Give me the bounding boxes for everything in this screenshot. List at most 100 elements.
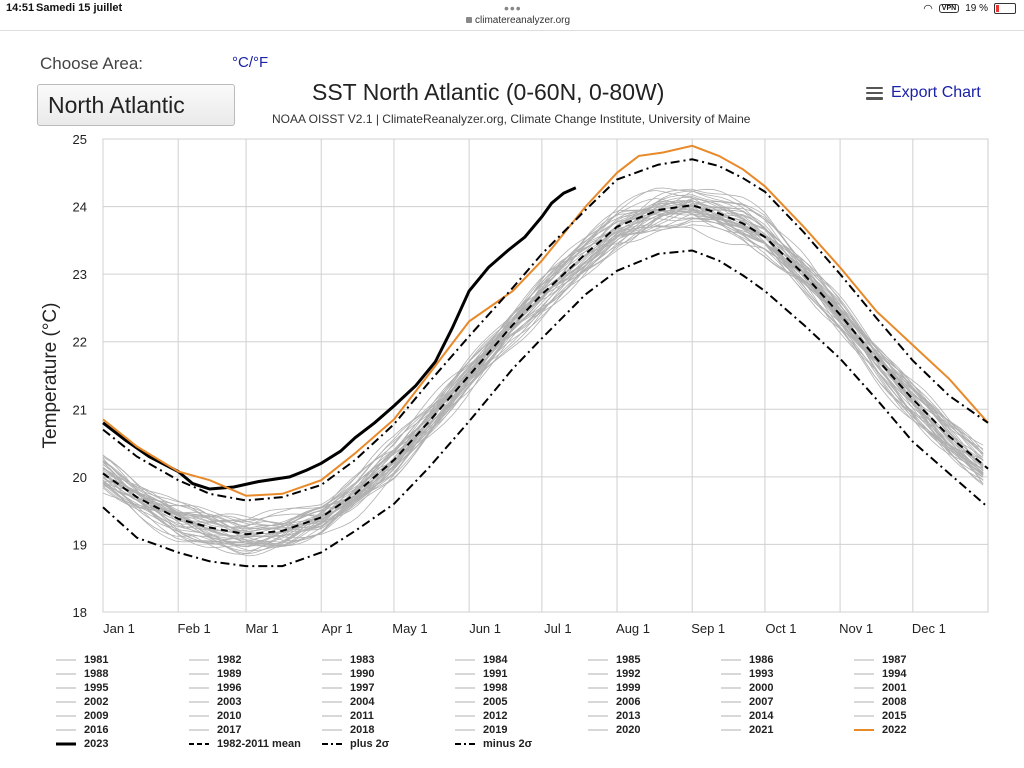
x-tick-label: Nov 1 bbox=[839, 621, 873, 636]
year-line-2010 bbox=[102, 196, 984, 526]
legend-swatch bbox=[588, 701, 608, 703]
x-tick-label: Feb 1 bbox=[178, 621, 211, 636]
legend-item[interactable]: 2003 bbox=[189, 696, 241, 708]
year-line-2016 bbox=[102, 190, 984, 523]
legend-swatch bbox=[455, 743, 475, 745]
legend-item[interactable]: 2020 bbox=[588, 724, 640, 736]
legend-item[interactable]: 2005 bbox=[455, 696, 507, 708]
year-line-2005 bbox=[102, 205, 984, 527]
legend-label: 2001 bbox=[882, 682, 907, 694]
tab-overview-icon[interactable]: ••• bbox=[504, 0, 522, 16]
legend-item[interactable]: 2010 bbox=[189, 710, 241, 722]
legend-item[interactable]: 2017 bbox=[189, 724, 241, 736]
legend-item[interactable]: 1991 bbox=[455, 668, 507, 680]
status-icons: ◠ VPN 19 % bbox=[923, 2, 1016, 15]
legend-swatch bbox=[56, 742, 76, 746]
legend-item[interactable]: 2016 bbox=[56, 724, 108, 736]
legend-label: minus 2σ bbox=[483, 738, 533, 750]
legend-item[interactable]: 2018 bbox=[322, 724, 374, 736]
legend-item[interactable]: 2019 bbox=[455, 724, 507, 736]
legend-swatch bbox=[854, 673, 874, 675]
legend-swatch bbox=[588, 715, 608, 717]
x-tick-label: Mar 1 bbox=[245, 621, 278, 636]
y-tick-label: 25 bbox=[73, 132, 87, 147]
legend-label: 1981 bbox=[84, 654, 109, 666]
legend-item[interactable]: 1981 bbox=[56, 654, 108, 666]
legend-label: 2008 bbox=[882, 696, 907, 708]
legend-item[interactable]: 2001 bbox=[854, 682, 906, 694]
legend-item[interactable]: 2008 bbox=[854, 696, 906, 708]
legend-swatch bbox=[854, 729, 874, 731]
legend-swatch bbox=[322, 715, 342, 717]
legend-item[interactable]: 2007 bbox=[721, 696, 773, 708]
legend-swatch bbox=[56, 701, 76, 703]
area-select[interactable]: North Atlantic bbox=[37, 84, 235, 126]
legend-item[interactable]: 2004 bbox=[322, 696, 374, 708]
legend-swatch bbox=[588, 673, 608, 675]
legend-item[interactable]: 1982-2011 mean bbox=[189, 738, 301, 750]
legend-swatch bbox=[721, 687, 741, 689]
legend-item[interactable]: 2022 bbox=[854, 724, 906, 736]
legend-swatch bbox=[56, 687, 76, 689]
legend-item[interactable]: 1993 bbox=[721, 668, 773, 680]
legend-label: 1982-2011 mean bbox=[217, 738, 301, 750]
legend-item[interactable]: 1987 bbox=[854, 654, 906, 666]
legend-item[interactable]: 2023 bbox=[56, 738, 108, 750]
y-tick-label: 21 bbox=[73, 402, 87, 417]
legend-label: 2014 bbox=[749, 710, 774, 722]
y-tick-label: 20 bbox=[73, 470, 87, 485]
legend-label: 2004 bbox=[350, 696, 375, 708]
legend-label: 1990 bbox=[350, 668, 375, 680]
legend-item[interactable]: 2015 bbox=[854, 710, 906, 722]
legend-item[interactable]: 1984 bbox=[455, 654, 507, 666]
legend-item[interactable]: minus 2σ bbox=[455, 738, 532, 750]
legend-label: 2012 bbox=[483, 710, 508, 722]
legend-item[interactable]: 1997 bbox=[322, 682, 374, 694]
legend-label: 2023 bbox=[84, 738, 109, 750]
legend-item[interactable]: 1995 bbox=[56, 682, 108, 694]
legend-item[interactable]: plus 2σ bbox=[322, 738, 389, 750]
x-tick-label: Dec 1 bbox=[912, 621, 946, 636]
legend-item[interactable]: 1992 bbox=[588, 668, 640, 680]
legend-item[interactable]: 2021 bbox=[721, 724, 773, 736]
legend-label: 2019 bbox=[483, 724, 508, 736]
legend-swatch bbox=[189, 743, 209, 745]
export-chart-button[interactable]: Export Chart bbox=[866, 84, 981, 102]
legend-item[interactable]: 1988 bbox=[56, 668, 108, 680]
hamburger-menu-icon bbox=[866, 86, 883, 100]
legend-swatch bbox=[455, 659, 475, 661]
legend-swatch bbox=[56, 659, 76, 661]
legend-item[interactable]: 1990 bbox=[322, 668, 374, 680]
legend-item[interactable]: 2011 bbox=[322, 710, 374, 722]
legend-item[interactable]: 1989 bbox=[189, 668, 241, 680]
legend-item[interactable]: 1996 bbox=[189, 682, 241, 694]
legend-item[interactable]: 2013 bbox=[588, 710, 640, 722]
legend-swatch bbox=[56, 729, 76, 731]
unit-toggle-link[interactable]: °C/°F bbox=[232, 54, 269, 71]
legend-swatch bbox=[189, 729, 209, 731]
legend-item[interactable]: 1986 bbox=[721, 654, 773, 666]
legend-item[interactable]: 1982 bbox=[189, 654, 241, 666]
legend-item[interactable]: 2009 bbox=[56, 710, 108, 722]
legend-item[interactable]: 1983 bbox=[322, 654, 374, 666]
legend-item[interactable]: 1999 bbox=[588, 682, 640, 694]
y-axis-label: Temperature (°C) bbox=[40, 303, 61, 449]
legend-swatch bbox=[189, 687, 209, 689]
legend-item[interactable]: 1985 bbox=[588, 654, 640, 666]
export-chart-label: Export Chart bbox=[891, 84, 981, 101]
legend-swatch bbox=[322, 701, 342, 703]
legend-item[interactable]: 1994 bbox=[854, 668, 906, 680]
address-bar[interactable]: climatereanalyzer.org bbox=[466, 15, 570, 26]
legend-label: 1989 bbox=[217, 668, 242, 680]
year-line-2015 bbox=[102, 190, 984, 543]
legend-label: 1988 bbox=[84, 668, 109, 680]
legend-label: 1993 bbox=[749, 668, 774, 680]
legend-item[interactable]: 2014 bbox=[721, 710, 773, 722]
legend-item[interactable]: 2012 bbox=[455, 710, 507, 722]
legend-item[interactable]: 2006 bbox=[588, 696, 640, 708]
legend-item[interactable]: 2002 bbox=[56, 696, 108, 708]
legend-item[interactable]: 2000 bbox=[721, 682, 773, 694]
legend-item[interactable]: 1998 bbox=[455, 682, 507, 694]
y-tick-label: 19 bbox=[73, 537, 87, 552]
